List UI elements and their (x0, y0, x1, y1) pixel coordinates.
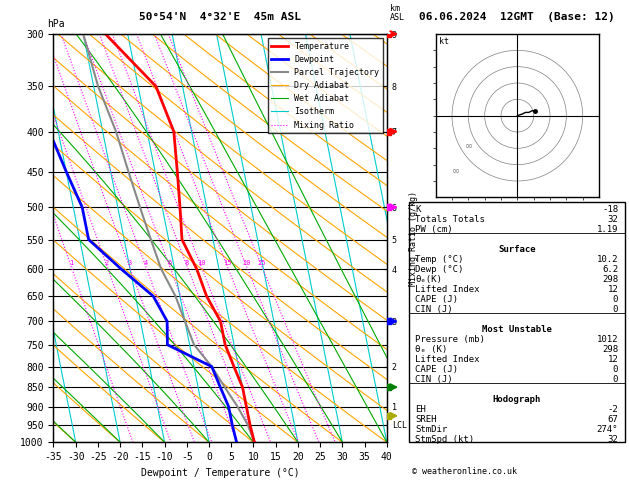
Text: 20: 20 (242, 260, 251, 266)
Text: θₑ(K): θₑ(K) (415, 275, 442, 284)
Text: 32: 32 (608, 215, 618, 224)
Text: -2: -2 (608, 405, 618, 414)
Text: 10.2: 10.2 (597, 255, 618, 264)
Text: 25: 25 (257, 260, 266, 266)
Text: 12: 12 (608, 285, 618, 294)
Text: 0: 0 (613, 305, 618, 314)
Text: EH: EH (415, 405, 426, 414)
Text: 0: 0 (613, 295, 618, 304)
Text: 0: 0 (613, 365, 618, 374)
Text: Pressure (mb): Pressure (mb) (415, 335, 485, 344)
Text: Hodograph: Hodograph (493, 395, 541, 404)
Text: 12: 12 (608, 355, 618, 364)
Text: 2: 2 (105, 260, 109, 266)
Text: 1.19: 1.19 (597, 225, 618, 234)
Y-axis label: Mixing Ratio (g/kg): Mixing Ratio (g/kg) (409, 191, 418, 286)
Text: 298: 298 (602, 345, 618, 354)
Text: hPa: hPa (47, 19, 65, 29)
Text: $\infty$: $\infty$ (451, 165, 460, 175)
Text: 15: 15 (223, 260, 231, 266)
Text: CIN (J): CIN (J) (415, 305, 453, 314)
Text: SREH: SREH (415, 415, 437, 424)
Text: 1012: 1012 (597, 335, 618, 344)
Text: Surface: Surface (498, 245, 535, 254)
Text: PW (cm): PW (cm) (415, 225, 453, 234)
Text: 1: 1 (69, 260, 73, 266)
Text: km
ASL: km ASL (390, 4, 405, 22)
Text: StmDir: StmDir (415, 425, 448, 434)
Text: kt: kt (439, 37, 449, 46)
Text: 06.06.2024  12GMT  (Base: 12): 06.06.2024 12GMT (Base: 12) (420, 12, 615, 22)
Text: 32: 32 (608, 435, 618, 444)
Text: CAPE (J): CAPE (J) (415, 365, 459, 374)
Text: 8: 8 (185, 260, 189, 266)
X-axis label: Dewpoint / Temperature (°C): Dewpoint / Temperature (°C) (141, 468, 299, 478)
Legend: Temperature, Dewpoint, Parcel Trajectory, Dry Adiabat, Wet Adiabat, Isotherm, Mi: Temperature, Dewpoint, Parcel Trajectory… (268, 38, 382, 133)
Text: 0: 0 (613, 375, 618, 384)
Text: 274°: 274° (597, 425, 618, 434)
Text: 4: 4 (143, 260, 148, 266)
Text: 50°54'N  4°32'E  45m ASL: 50°54'N 4°32'E 45m ASL (139, 12, 301, 22)
Text: 6: 6 (167, 260, 172, 266)
Text: Temp (°C): Temp (°C) (415, 255, 464, 264)
Text: Lifted Index: Lifted Index (415, 355, 480, 364)
Text: StmSpd (kt): StmSpd (kt) (415, 435, 474, 444)
Text: Totals Totals: Totals Totals (415, 215, 485, 224)
Text: θₑ (K): θₑ (K) (415, 345, 448, 354)
Text: 3: 3 (127, 260, 131, 266)
Text: 10: 10 (197, 260, 205, 266)
Text: 67: 67 (608, 415, 618, 424)
Text: $\infty$: $\infty$ (464, 140, 473, 150)
Text: CIN (J): CIN (J) (415, 375, 453, 384)
Text: © weatheronline.co.uk: © weatheronline.co.uk (412, 467, 517, 476)
Text: 298: 298 (602, 275, 618, 284)
Text: Dewp (°C): Dewp (°C) (415, 265, 464, 274)
Text: K: K (415, 205, 421, 214)
Text: Lifted Index: Lifted Index (415, 285, 480, 294)
Text: Most Unstable: Most Unstable (482, 325, 552, 334)
Text: 6.2: 6.2 (602, 265, 618, 274)
Text: -18: -18 (602, 205, 618, 214)
Text: CAPE (J): CAPE (J) (415, 295, 459, 304)
